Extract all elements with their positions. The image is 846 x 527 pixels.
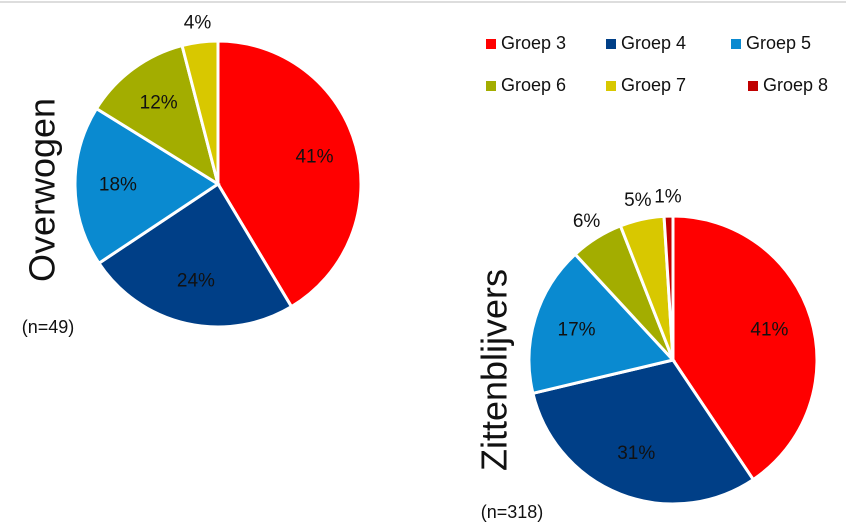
chart-subtitle: (n=49): [22, 317, 75, 337]
legend-swatch: [731, 39, 741, 49]
legend-label: Groep 3: [501, 33, 566, 53]
data-label: 18%: [99, 175, 137, 196]
data-label: 41%: [750, 320, 788, 341]
legend-swatch: [606, 39, 616, 49]
data-label: 24%: [177, 271, 215, 292]
legend-swatch: [486, 81, 496, 91]
pie-slice: [216, 39, 363, 309]
data-label: 4%: [184, 13, 212, 34]
pie-slice: [180, 39, 220, 185]
data-label: 6%: [573, 211, 601, 232]
data-label: 41%: [295, 146, 333, 167]
legend-label: Groep 8: [763, 75, 828, 95]
data-label: 12%: [140, 92, 178, 113]
legend-label: Groep 6: [501, 75, 566, 95]
chart-subtitle: (n=318): [481, 502, 544, 522]
data-label: 31%: [617, 443, 655, 464]
pie-slice: [527, 252, 676, 396]
chart-title: Zittenblijvers: [474, 269, 515, 471]
pie-slice: [94, 43, 221, 188]
legend-swatch: [748, 81, 758, 91]
legend-swatch: [606, 81, 616, 91]
pie-slice: [73, 106, 221, 266]
chart-title: Overwogen: [22, 98, 63, 282]
data-label: 1%: [654, 186, 682, 207]
pie-slice: [531, 358, 756, 506]
legend-label: Groep 4: [621, 33, 686, 53]
pie-slice: [662, 214, 675, 361]
data-label: 5%: [624, 190, 652, 211]
pie-slice: [96, 181, 294, 329]
pie-slice: [671, 214, 819, 482]
legend-label: Groep 7: [621, 75, 686, 95]
legend-swatch: [486, 39, 496, 49]
data-label: 17%: [558, 320, 596, 341]
legend-label: Groep 5: [746, 33, 811, 53]
